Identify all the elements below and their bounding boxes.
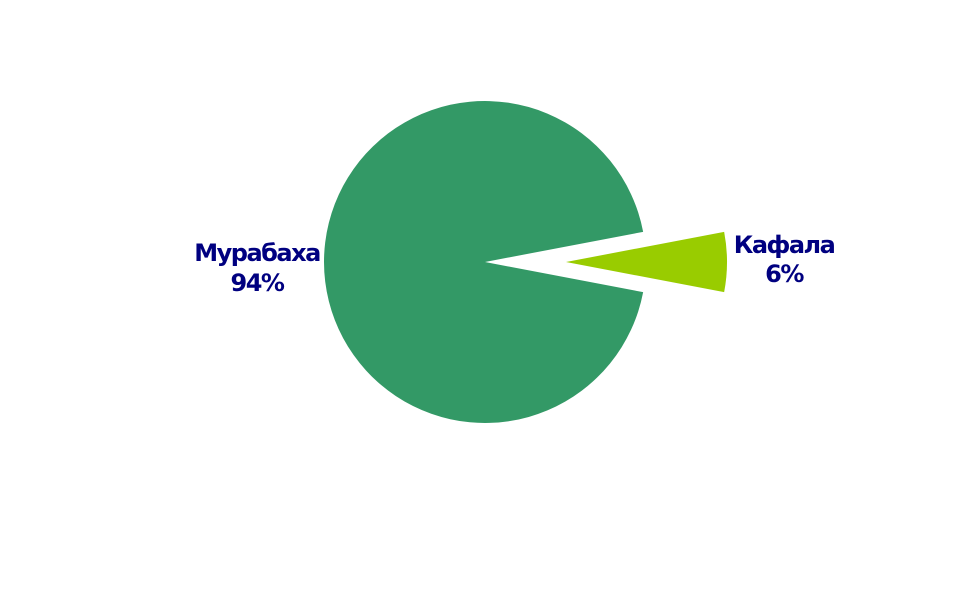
slice-value-kafala: 6% bbox=[765, 260, 804, 288]
slice-value-murabaha: 94% bbox=[231, 269, 285, 297]
pie-slice-kafala bbox=[566, 231, 727, 293]
slice-label-kafala: Кафала bbox=[734, 231, 835, 259]
pie-slice-murabaha bbox=[324, 100, 644, 423]
slice-label-murabaha: Мурабаха bbox=[194, 239, 320, 267]
